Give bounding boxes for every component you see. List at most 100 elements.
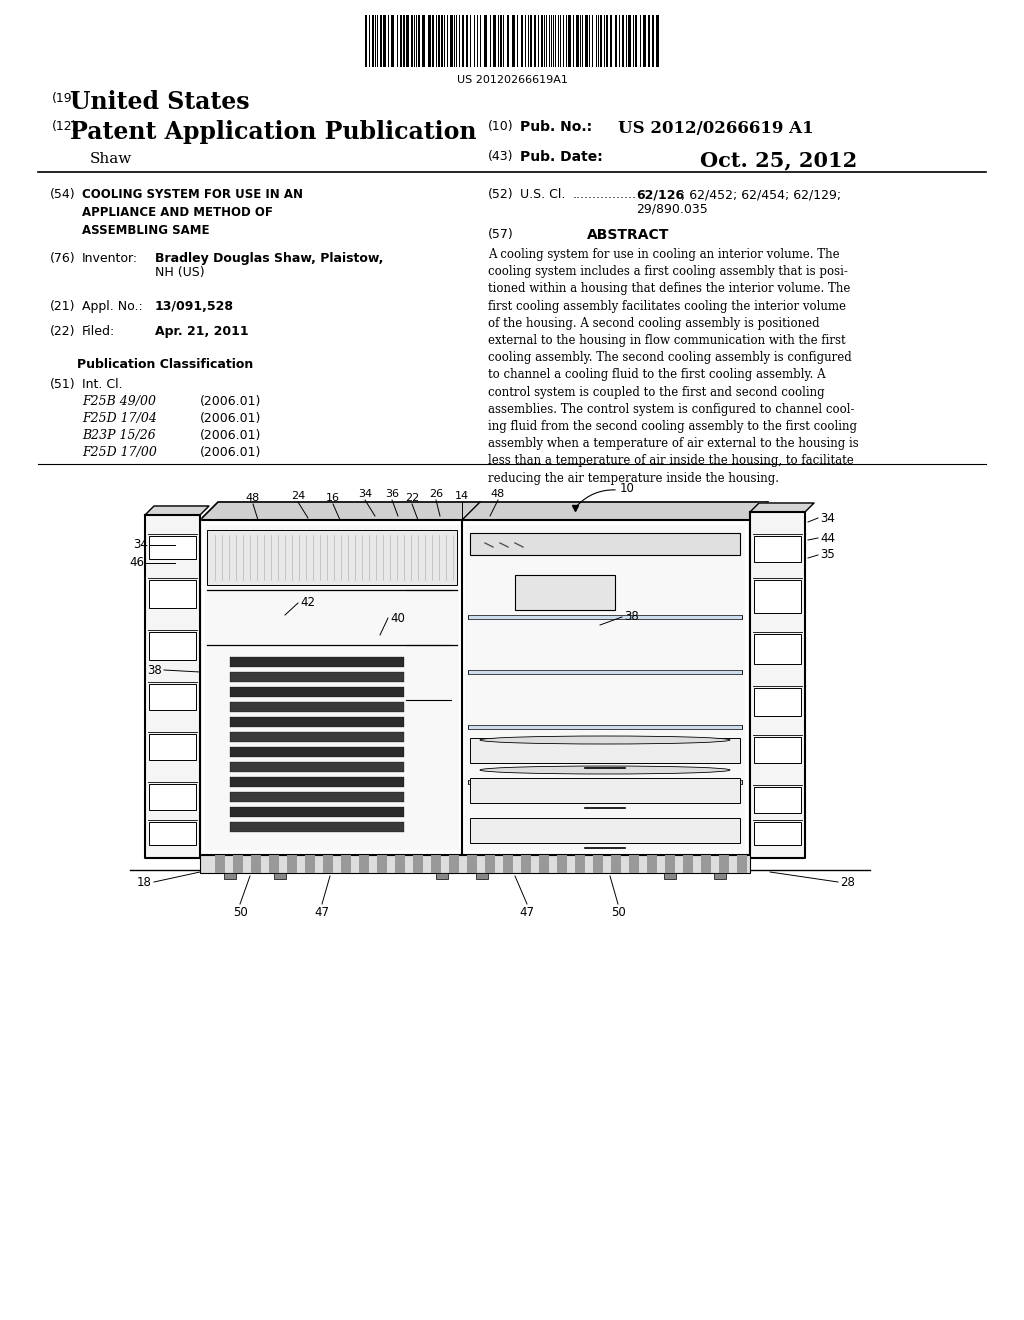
Text: 42: 42 xyxy=(300,597,315,610)
Text: (57): (57) xyxy=(488,228,514,242)
Text: Pub. No.:: Pub. No.: xyxy=(520,120,592,135)
Text: 34: 34 xyxy=(133,539,148,552)
Bar xyxy=(615,15,617,67)
Bar xyxy=(468,671,742,675)
Bar xyxy=(274,873,286,879)
Bar xyxy=(503,855,513,873)
Bar xyxy=(648,15,650,67)
Bar xyxy=(150,684,196,710)
Bar xyxy=(251,855,261,873)
Bar xyxy=(224,873,236,879)
Bar xyxy=(484,15,487,67)
Text: 34: 34 xyxy=(820,511,835,524)
Text: Patent Application Publication: Patent Application Publication xyxy=(70,120,476,144)
Bar xyxy=(230,747,404,756)
Text: (43): (43) xyxy=(488,150,513,162)
Bar xyxy=(568,15,571,67)
Bar xyxy=(205,525,459,850)
Text: 26: 26 xyxy=(429,488,443,499)
Bar xyxy=(534,15,536,67)
Bar xyxy=(323,855,333,873)
Text: (2006.01): (2006.01) xyxy=(200,412,261,425)
Bar xyxy=(230,762,404,772)
Bar xyxy=(643,15,646,67)
Text: 62/126: 62/126 xyxy=(636,187,684,201)
Bar xyxy=(754,579,801,612)
Bar xyxy=(593,855,603,873)
Bar xyxy=(436,873,449,879)
Text: United States: United States xyxy=(70,90,250,114)
Bar xyxy=(230,733,404,742)
Bar xyxy=(466,15,468,67)
Text: U.S. Cl.: U.S. Cl. xyxy=(520,187,565,201)
Bar xyxy=(403,15,406,67)
Polygon shape xyxy=(750,502,768,855)
Text: 47: 47 xyxy=(519,906,535,919)
Bar xyxy=(438,15,440,67)
Text: (22): (22) xyxy=(50,325,76,338)
Text: 35: 35 xyxy=(820,549,835,561)
Text: 34: 34 xyxy=(358,488,372,499)
Bar xyxy=(737,855,746,873)
Text: (76): (76) xyxy=(50,252,76,265)
Text: 24: 24 xyxy=(291,491,305,502)
Text: COOLING SYSTEM FOR USE IN AN
APPLIANCE AND METHOD OF
ASSEMBLING SAME: COOLING SYSTEM FOR USE IN AN APPLIANCE A… xyxy=(82,187,303,238)
Bar xyxy=(150,822,196,845)
Bar xyxy=(507,15,509,67)
Bar xyxy=(150,784,196,810)
Bar xyxy=(629,855,639,873)
Text: A cooling system for use in cooling an interior volume. The
cooling system inclu: A cooling system for use in cooling an i… xyxy=(488,248,859,484)
Text: (51): (51) xyxy=(50,378,76,391)
Bar xyxy=(391,15,394,67)
Text: F25D 17/00: F25D 17/00 xyxy=(82,446,157,459)
Bar xyxy=(611,855,621,873)
Text: 22: 22 xyxy=(404,492,419,503)
Text: 40: 40 xyxy=(390,611,404,624)
Bar xyxy=(652,15,654,67)
Bar xyxy=(647,855,657,873)
Bar xyxy=(470,533,740,554)
Bar xyxy=(470,738,740,763)
Text: ................: ................ xyxy=(573,187,637,201)
Bar xyxy=(476,873,488,879)
Text: 48: 48 xyxy=(490,488,505,499)
Bar xyxy=(150,734,196,760)
Bar xyxy=(512,15,515,67)
Bar xyxy=(754,787,801,813)
Text: 38: 38 xyxy=(147,664,162,676)
Bar xyxy=(683,855,693,873)
Text: F25D 17/04: F25D 17/04 xyxy=(82,412,157,425)
Bar xyxy=(515,576,615,610)
Bar xyxy=(622,15,624,67)
Text: 38: 38 xyxy=(624,610,639,623)
Bar xyxy=(411,15,413,67)
Bar xyxy=(450,15,453,67)
Text: 28: 28 xyxy=(840,875,855,888)
Bar xyxy=(468,615,742,619)
Polygon shape xyxy=(200,502,768,520)
Bar xyxy=(449,855,459,873)
Bar xyxy=(539,855,549,873)
Text: (54): (54) xyxy=(50,187,76,201)
Bar xyxy=(230,822,404,832)
Bar xyxy=(207,531,457,585)
Polygon shape xyxy=(750,503,814,512)
Bar xyxy=(635,15,637,67)
Bar xyxy=(200,855,750,873)
Text: 13/091,528: 13/091,528 xyxy=(155,300,234,313)
Bar xyxy=(432,15,434,67)
Bar xyxy=(230,672,404,682)
Ellipse shape xyxy=(480,766,730,774)
Bar xyxy=(521,855,531,873)
Bar xyxy=(341,855,351,873)
Bar xyxy=(377,855,387,873)
Text: B23P 15/26: B23P 15/26 xyxy=(82,429,156,442)
Bar xyxy=(150,536,196,558)
Bar xyxy=(575,855,585,873)
Text: 47: 47 xyxy=(314,906,330,919)
Text: (21): (21) xyxy=(50,300,76,313)
Bar xyxy=(754,634,801,664)
Text: 50: 50 xyxy=(232,906,248,919)
Bar xyxy=(600,15,602,67)
Bar xyxy=(395,855,406,873)
